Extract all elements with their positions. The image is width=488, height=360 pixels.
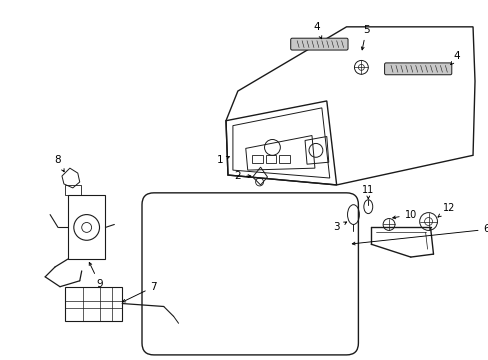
Bar <box>279 155 290 163</box>
Text: 4: 4 <box>313 22 321 39</box>
Bar <box>265 155 276 163</box>
Text: 9: 9 <box>89 262 102 289</box>
Text: 8: 8 <box>55 155 64 172</box>
Bar <box>68 195 105 259</box>
Bar <box>65 287 122 321</box>
Text: 3: 3 <box>333 222 346 233</box>
Text: 2: 2 <box>234 171 250 181</box>
Text: 11: 11 <box>362 185 374 199</box>
Text: 10: 10 <box>392 210 416 220</box>
Text: 12: 12 <box>437 203 455 217</box>
FancyBboxPatch shape <box>384 63 451 75</box>
Text: 6: 6 <box>351 224 488 245</box>
Text: 7: 7 <box>122 282 157 302</box>
FancyBboxPatch shape <box>290 38 347 50</box>
Text: 5: 5 <box>361 25 369 50</box>
Text: 1: 1 <box>216 155 229 165</box>
Text: 4: 4 <box>450 51 460 65</box>
Bar <box>65 185 81 195</box>
Bar <box>251 155 262 163</box>
